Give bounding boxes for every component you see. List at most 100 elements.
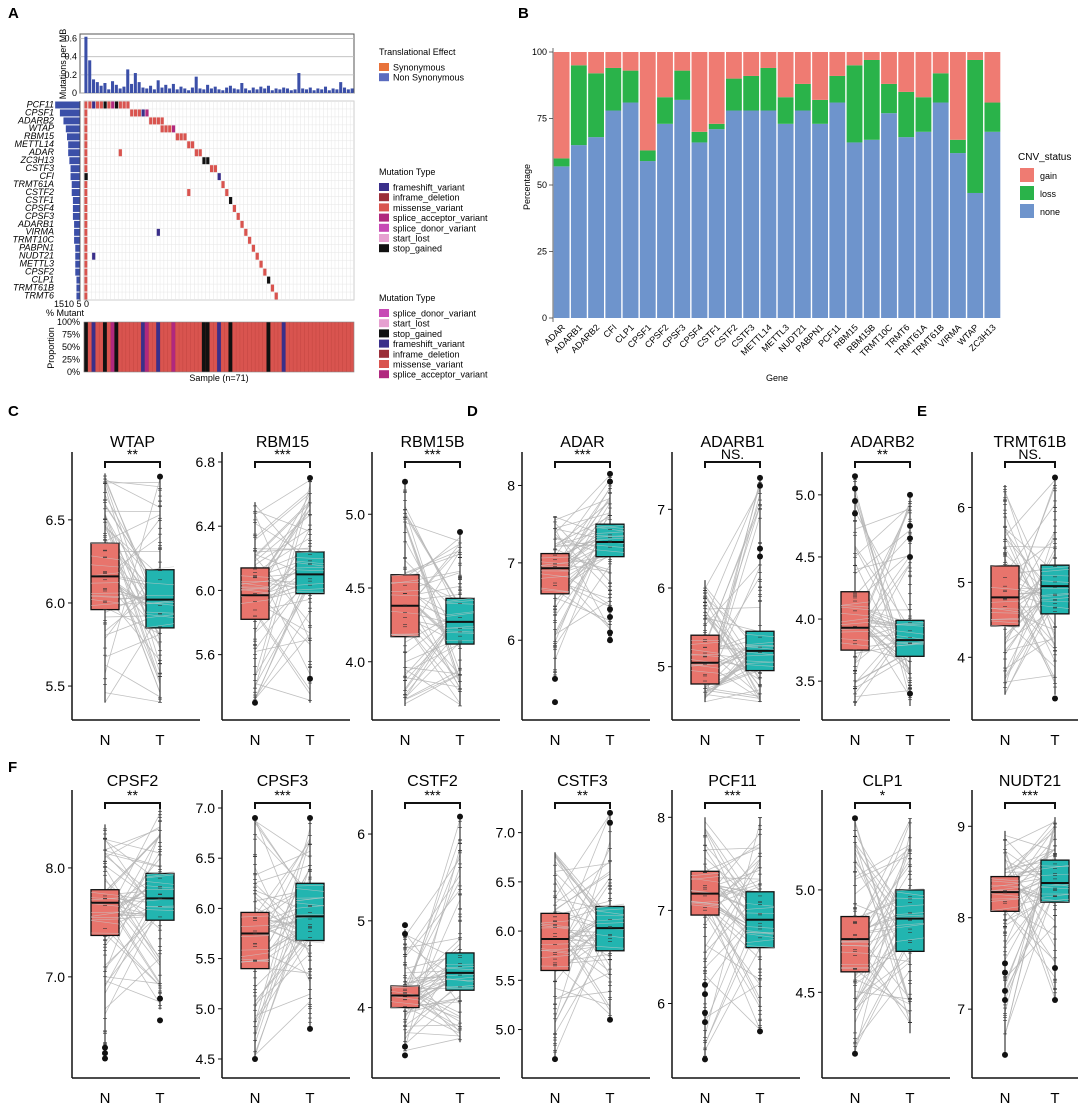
pair-line [704,975,761,1031]
x-tick-label: T [155,1090,164,1107]
pair-line [854,844,911,878]
pair-line [704,610,761,702]
stacked-bar-loss [812,99,828,124]
significance-bracket [254,461,311,468]
stacked-bar-loss [553,158,570,167]
mutation-type-legend-swatch [379,203,389,212]
stacked-bar-gain [570,52,587,66]
gene-title: NUDT21 [999,773,1061,790]
y-tick-label: 6.0 [496,923,516,939]
pair-line [104,664,161,698]
oncoplot-cell [240,220,244,228]
gene-label: ADAR [28,147,55,157]
cnv-legend-label: none [1040,207,1060,217]
box-overlay-line [595,531,625,534]
pair-line [1004,674,1056,683]
oncoplot-cell [84,165,88,173]
pair-line [404,510,461,683]
top-bar [228,85,232,93]
box-overlay-line [895,904,925,907]
pair-line [1004,821,1056,847]
box-overlay-line [690,900,720,905]
pair-line [704,822,761,1036]
top-bar [217,89,221,93]
box-overlay-line [840,618,870,623]
pair-line [254,938,311,1024]
proportion-column [144,322,149,372]
pair-line [554,501,611,548]
significance-label: *** [424,787,441,803]
box-overlay-line [445,640,475,642]
box-overlay-line [690,642,720,645]
oncoplot-cell [84,117,88,125]
box-overlay-line [745,641,775,646]
stacked-bar-gain [553,52,570,159]
outlier-point [702,991,708,998]
proportion-column [201,322,206,372]
box-overlay-line [840,939,870,942]
box-overlay-line [90,912,120,917]
chart-b-ytick-label: 50 [537,180,547,190]
box-overlay-line [595,946,625,949]
proportion-tick: 25% [62,355,80,365]
box-overlay-line [895,642,925,647]
pair-line [854,991,911,1000]
proportion-column [141,322,145,372]
top-bar [282,87,286,93]
top-bar [130,83,134,93]
oncoplot-cell [236,212,240,220]
outlier-point [102,1050,108,1057]
box-overlay-line [295,557,325,560]
top-bar-ylabel: Mutations per MB [58,29,68,100]
box-overlay-line [895,622,925,625]
oncoplot-cell [255,252,259,260]
oncoplot-cell [118,149,122,157]
top-bar [255,89,259,93]
cnv-legend-swatch [1020,204,1034,218]
gene-label: CPSF2 [25,267,54,277]
outlier-point [1002,997,1008,1003]
box-overlay-line [690,670,720,674]
gene-label: ADARB2 [17,115,54,125]
box-overlay-line [745,933,775,938]
box-overlay-line [295,591,325,593]
stacked-bar-loss [881,83,897,114]
stacked-bar-none [846,142,863,318]
top-bar [168,88,172,93]
box-overlay-line [90,595,120,597]
x-tick-label: N [550,732,561,749]
stacked-bar-none [657,123,673,318]
top-bar-tick: 0.6 [64,34,77,44]
outlier-point [1052,997,1058,1003]
pair-line [554,565,611,646]
pair-line [254,485,311,678]
pair-line [1004,536,1056,646]
box-overlay-line [840,606,870,611]
x-tick-label: T [905,732,914,749]
oncoplot-cell [175,133,179,141]
mutation-type-legend-2-swatch [379,370,389,379]
y-tick-label: 6.0 [46,595,66,611]
outlier-point [402,922,408,929]
outlier-point [852,815,858,822]
y-tick-label: 6 [357,826,365,842]
pair-line [404,982,461,1035]
stacked-bar-none [726,110,742,319]
box-overlay-line [595,922,625,924]
pair-line [104,634,161,658]
oncoplot-cell [183,133,187,141]
boxplot-cpsf2: CPSF2** 7.0 8.0 N T [46,773,200,1107]
box-overlay-line [990,893,1020,897]
pair-line [104,480,161,488]
mutation-type-legend-swatch [379,234,389,242]
pair-line [554,597,611,621]
stacked-bar-gain [950,52,966,140]
mutation-type-legend-label: splice_acceptor_variant [393,213,488,223]
box-overlay-line [90,582,120,584]
stacked-bar-loss [760,67,777,111]
box-n [990,565,1020,627]
pair-line [704,563,761,626]
significance-bracket [1004,802,1056,809]
oncoplot-cell [84,125,88,133]
box-overlay-line [895,937,925,942]
